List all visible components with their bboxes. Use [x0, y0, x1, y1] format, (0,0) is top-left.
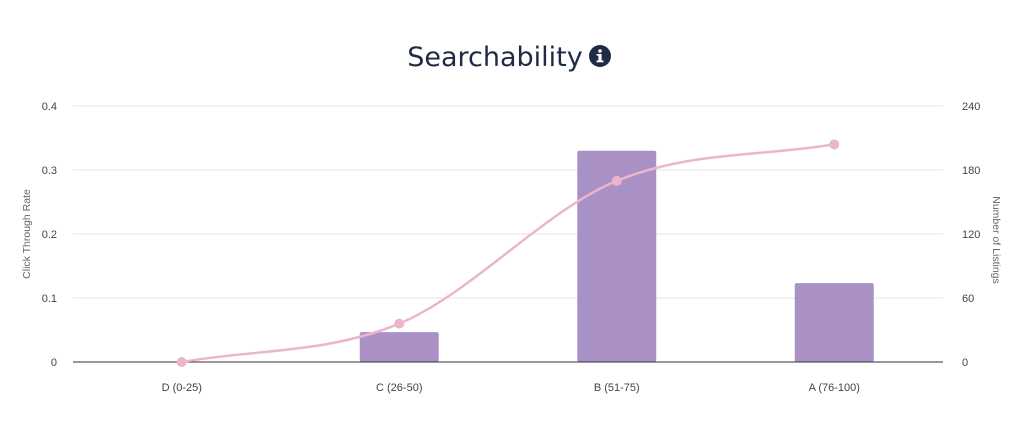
- x-axis-ticks: D (0-25) C (26-50) B (51-75) A (76-100): [162, 382, 860, 394]
- gridlines: [73, 105, 943, 299]
- y-right-tick-label: 0: [962, 357, 968, 369]
- y-right-tick-label: 60: [962, 293, 974, 305]
- chart-title: Searchability: [407, 42, 583, 73]
- y-right-tick-label: 240: [962, 101, 980, 113]
- y-left-tick-label: 0.2: [42, 229, 57, 241]
- y-left-axis-title: Click Through Rate: [21, 189, 33, 279]
- ctr-point[interactable]: [829, 139, 840, 150]
- x-tick-label: D (0-25): [162, 382, 202, 394]
- y-left-tick-label: 0.3: [42, 165, 57, 177]
- y-right-tick-label: 180: [962, 165, 980, 177]
- y-left-tick-label: 0.4: [42, 101, 57, 113]
- ctr-point[interactable]: [394, 318, 405, 329]
- line-series: [176, 139, 840, 367]
- info-circle-icon[interactable]: [589, 45, 611, 67]
- y-left-tick-label: 0: [51, 357, 57, 369]
- bar[interactable]: [359, 332, 439, 362]
- x-tick-label: A (76-100): [809, 382, 860, 394]
- chart-title-group: Searchability: [407, 42, 611, 73]
- x-tick-label: B (51-75): [594, 382, 640, 394]
- left-axis-ticks: 0 0.1 0.2 0.3 0.4: [42, 101, 57, 369]
- ctr-point[interactable]: [611, 175, 622, 186]
- y-right-tick-label: 120: [962, 229, 980, 241]
- y-right-axis-title: Number of Listings: [990, 196, 1002, 284]
- right-axis-ticks: 0 60 120 180 240: [962, 101, 980, 369]
- x-tick-label: C (26-50): [376, 382, 422, 394]
- ctr-point[interactable]: [176, 357, 187, 367]
- bar[interactable]: [577, 150, 657, 362]
- y-left-tick-label: 0.1: [42, 293, 57, 305]
- bar[interactable]: [794, 283, 874, 362]
- bar-series: [359, 150, 874, 362]
- ctr-line: [181, 143, 835, 364]
